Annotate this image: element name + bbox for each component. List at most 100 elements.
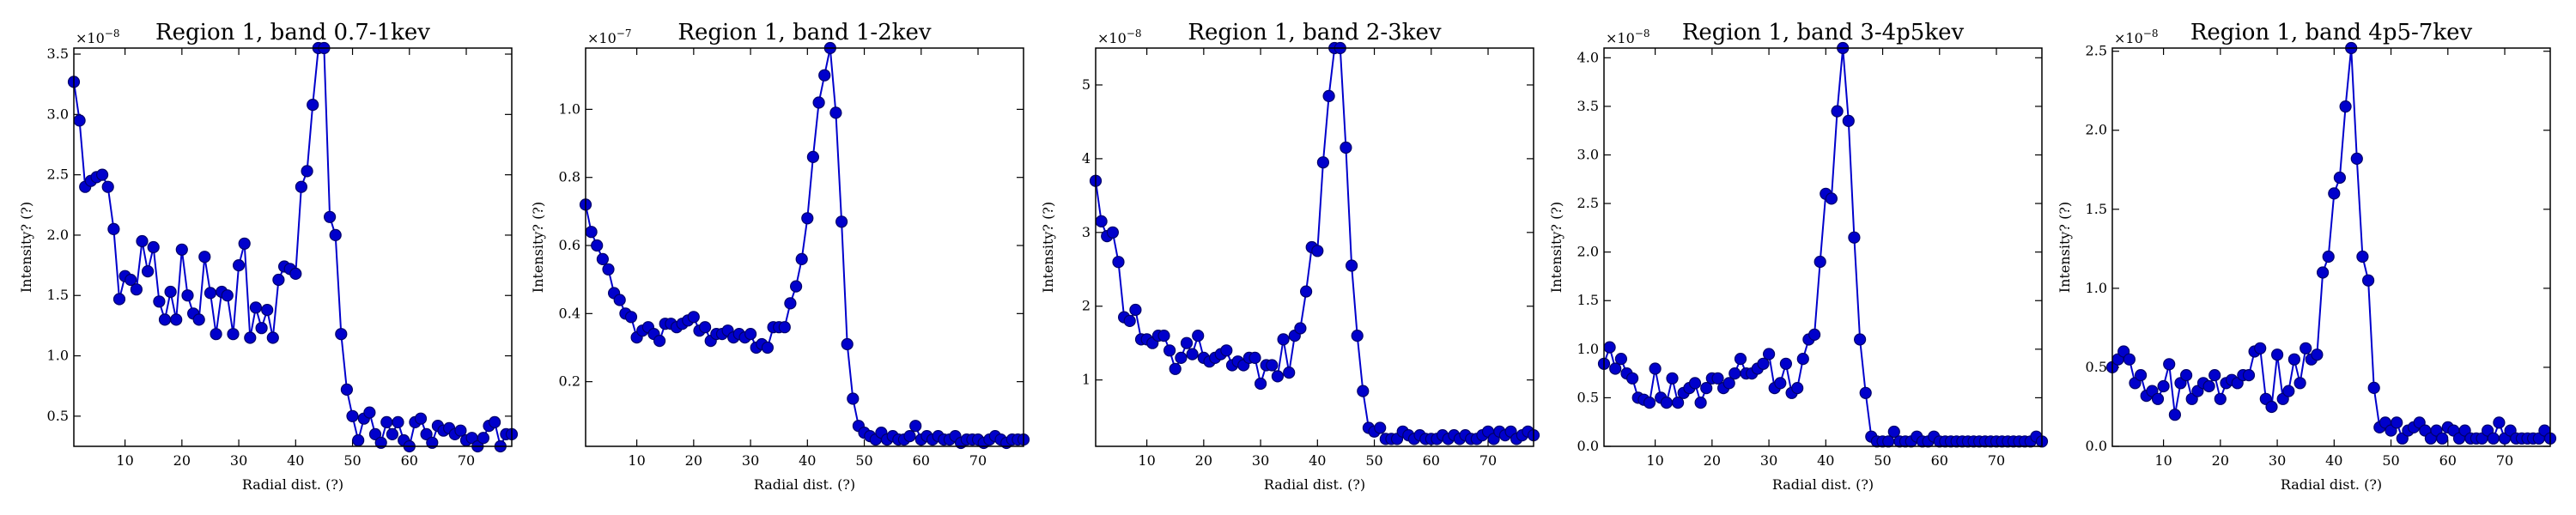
data-point	[1186, 348, 1199, 360]
data-point	[1688, 377, 1702, 390]
data-point	[585, 226, 598, 239]
data-point	[2300, 342, 2312, 354]
data-point	[1169, 362, 1182, 375]
x-tick-label: 20	[173, 452, 191, 469]
data-point	[2311, 348, 2324, 361]
chart-panel-4: Region 1, band 3-4p5kev ×10−8 10 20 30 40 50 60…	[1548, 20, 2049, 493]
data-point	[1271, 370, 1285, 383]
y-tick-label: 4.0	[1577, 49, 1599, 65]
data-point	[2287, 353, 2300, 366]
data-point	[778, 321, 791, 334]
data-point	[414, 412, 428, 425]
data-point	[340, 383, 353, 396]
data-point	[2333, 171, 2346, 185]
data-point	[1163, 344, 1176, 357]
y-tick-label: 0.0	[1577, 438, 1599, 454]
y-multiplier-base: ×10	[587, 30, 617, 46]
data-point	[2208, 369, 2221, 382]
y-tick-label: 2.0	[47, 227, 69, 243]
data-point	[2180, 369, 2193, 382]
data-point	[1649, 362, 1662, 375]
data-point	[289, 267, 302, 280]
x-tick-label: 60	[1931, 452, 1948, 469]
data-point	[2254, 342, 2267, 354]
data-point	[272, 273, 285, 287]
data-point	[2242, 369, 2256, 382]
data-point	[324, 210, 337, 223]
x-tick-label: 60	[2439, 452, 2457, 469]
y-multiplier: ×10−8	[1097, 27, 1141, 46]
data-point	[1763, 348, 1776, 360]
data-point	[1106, 226, 1120, 239]
data-point	[1728, 367, 1741, 380]
data-point	[142, 265, 155, 278]
data-point	[1311, 245, 1324, 258]
y-tick-label: 2	[1082, 298, 1091, 314]
data-point	[596, 252, 610, 265]
data-point	[2282, 385, 2295, 397]
data-point	[244, 331, 257, 344]
data-point	[1842, 114, 1855, 127]
data-point	[818, 69, 831, 82]
x-axis-label: Radial dist. (?)	[1772, 476, 1874, 493]
data-point	[591, 239, 604, 252]
data-point	[1791, 382, 1804, 395]
data-point	[2123, 353, 2136, 366]
y-tick-label: 1.0	[2086, 280, 2107, 296]
y-axis-label: Intensity? (?)	[2057, 202, 2073, 293]
y-axis-label: Intensity? (?)	[18, 202, 34, 293]
x-tick-label: 20	[685, 452, 702, 469]
x-tick-label: 10	[2154, 452, 2172, 469]
data-point	[1700, 382, 1713, 395]
x-tick-label: 20	[1195, 452, 1212, 469]
y-tick-label: 0.8	[559, 169, 580, 185]
data-point	[841, 337, 854, 351]
data-point	[198, 251, 211, 264]
data-point	[101, 180, 114, 193]
data-point	[130, 283, 143, 296]
data-point	[125, 273, 137, 287]
y-axis-label: Intensity? (?)	[1040, 202, 1056, 293]
data-point	[1614, 353, 1628, 366]
y-tick-label: 2.5	[2086, 43, 2107, 59]
data-point	[1666, 372, 1679, 385]
data-point	[238, 237, 251, 250]
data-point	[2271, 348, 2284, 361]
y-tick-label: 0.6	[559, 237, 580, 253]
y-tick-label: 1.5	[47, 287, 69, 303]
data-point	[1277, 333, 1290, 346]
data-point	[233, 259, 246, 272]
x-tick-label: 30	[1252, 452, 1269, 469]
y-tick-label: 1.5	[1577, 292, 1599, 308]
data-point	[2339, 100, 2352, 113]
data-point	[698, 321, 712, 334]
data-point	[147, 240, 160, 254]
x-axis-label: Radial dist. (?)	[242, 476, 343, 493]
chart-title: Region 1, band 4p5-7kev	[2190, 20, 2473, 45]
y-multiplier-exponent: −7	[617, 27, 632, 39]
x-tick-label: 60	[913, 452, 930, 469]
x-axis-label: Radial dist. (?)	[1264, 476, 1365, 493]
y-tick-label: 0.0	[2086, 438, 2107, 454]
y-tick-label: 1.0	[1577, 341, 1599, 357]
y-tick-label: 0.5	[1577, 389, 1599, 405]
x-tick-label: 30	[2269, 452, 2286, 469]
data-point	[1734, 353, 1747, 366]
chart-title: Region 1, band 3-4p5kev	[1682, 20, 1965, 45]
data-point	[801, 212, 814, 225]
data-point	[374, 436, 387, 449]
data-point	[1660, 397, 1674, 409]
data-point	[181, 289, 194, 302]
data-point	[2317, 266, 2330, 279]
data-point	[392, 415, 404, 428]
data-point	[1351, 330, 1364, 342]
data-point	[1374, 421, 1387, 434]
data-point	[307, 98, 319, 112]
data-point	[1283, 367, 1296, 379]
data-point	[2487, 432, 2500, 445]
data-point	[249, 301, 262, 314]
data-point	[107, 222, 120, 235]
y-tick-label: 2.5	[1577, 195, 1599, 211]
data-point	[1095, 215, 1108, 227]
